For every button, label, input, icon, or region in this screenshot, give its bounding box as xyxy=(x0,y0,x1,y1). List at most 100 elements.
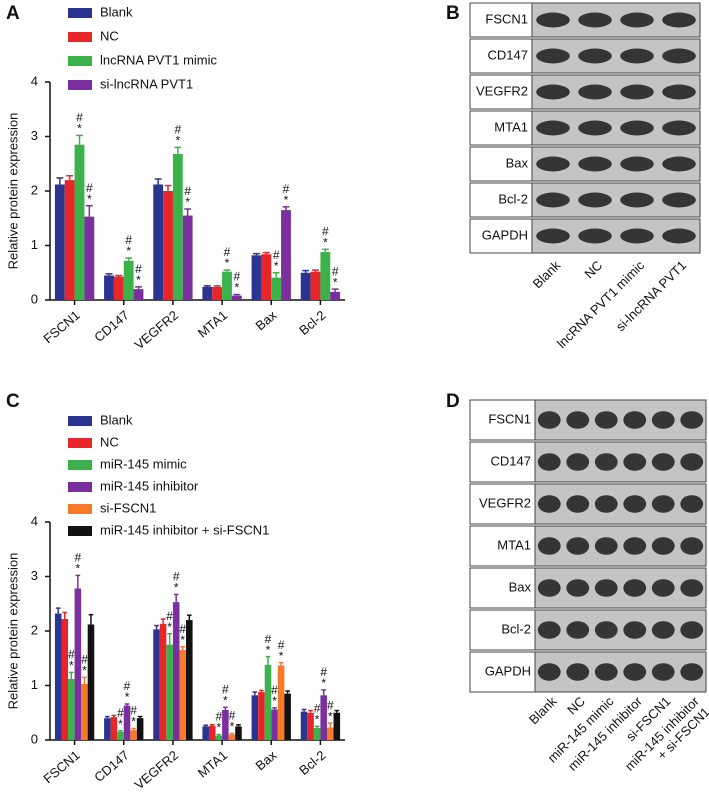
row-label-box xyxy=(469,567,536,609)
band xyxy=(662,84,696,100)
bar xyxy=(133,289,144,300)
band xyxy=(662,228,696,244)
band xyxy=(680,621,704,639)
significance-mark: * xyxy=(174,581,179,595)
band xyxy=(662,48,696,64)
legend-swatch xyxy=(68,416,92,426)
band xyxy=(651,663,675,681)
band xyxy=(620,48,654,64)
significance-mark: * xyxy=(185,195,190,209)
bar xyxy=(258,692,265,740)
bar xyxy=(222,271,232,300)
row-label: MTA1 xyxy=(494,119,528,134)
significance-mark: # xyxy=(76,111,83,125)
x-tick-label: VEGFR2 xyxy=(132,307,181,352)
band xyxy=(623,579,647,597)
significance-mark: # xyxy=(166,609,173,623)
band xyxy=(566,453,590,471)
bar xyxy=(104,718,111,740)
y-tick-label: 3 xyxy=(31,568,38,583)
significance-mark: # xyxy=(314,702,321,716)
band xyxy=(651,495,675,513)
significance-mark: * xyxy=(315,713,320,727)
x-tick-label: Bcl-2 xyxy=(296,307,328,338)
significance-mark: # xyxy=(75,551,82,565)
row-label: CD147 xyxy=(488,47,528,62)
bar xyxy=(251,695,259,740)
band xyxy=(620,120,654,136)
significance-mark: * xyxy=(333,275,338,289)
bar xyxy=(284,693,291,740)
significance-mark: # xyxy=(222,682,229,696)
significance-mark: * xyxy=(180,633,185,647)
band xyxy=(651,621,675,639)
legend-swatch xyxy=(68,460,92,470)
bar xyxy=(271,277,282,300)
band xyxy=(536,192,570,208)
bar xyxy=(159,623,167,740)
legend-swatch xyxy=(68,32,92,42)
bar xyxy=(202,286,213,300)
y-tick-label: 0 xyxy=(31,291,38,306)
bar xyxy=(74,588,82,740)
significance-mark: * xyxy=(216,721,221,735)
row-label-box xyxy=(469,2,533,38)
bar xyxy=(231,295,242,300)
band xyxy=(578,156,612,172)
band xyxy=(537,663,561,681)
band xyxy=(623,453,647,471)
bar xyxy=(54,613,62,740)
bar xyxy=(222,710,229,740)
x-tick-label: CD147 xyxy=(91,307,132,345)
bar xyxy=(264,664,272,740)
legend-label: miR-145 inhibitor + si-FSCN1 xyxy=(100,522,269,537)
legend-swatch xyxy=(68,56,92,66)
band xyxy=(536,228,570,244)
y-tick-label: 4 xyxy=(31,73,38,88)
band xyxy=(537,453,561,471)
band xyxy=(537,621,561,639)
significance-mark: # xyxy=(125,233,132,247)
bar xyxy=(136,718,144,740)
y-tick-label: 3 xyxy=(31,128,38,143)
legend-label: Blank xyxy=(100,4,133,19)
band xyxy=(680,579,704,597)
bar xyxy=(130,730,137,740)
band xyxy=(536,156,570,172)
band xyxy=(536,84,570,100)
row-label: Bax xyxy=(506,155,529,170)
significance-mark: * xyxy=(69,659,74,673)
band xyxy=(578,12,612,28)
band xyxy=(594,495,618,513)
bar xyxy=(261,254,272,300)
panel-letter: B xyxy=(446,3,460,24)
band xyxy=(594,621,618,639)
significance-mark: # xyxy=(173,570,180,584)
significance-mark: * xyxy=(167,620,172,634)
band xyxy=(620,12,654,28)
blot-strip xyxy=(534,441,707,483)
significance-mark: # xyxy=(229,709,236,723)
y-axis-label: Relative protein expression xyxy=(5,553,20,710)
significance-mark: * xyxy=(328,709,333,723)
significance-mark: * xyxy=(131,715,136,729)
band xyxy=(566,537,590,555)
row-label-box xyxy=(469,399,536,441)
band xyxy=(594,411,618,429)
row-label: VEGFR2 xyxy=(476,83,528,98)
bar xyxy=(84,216,95,300)
legend-label: si-FSCN1 xyxy=(100,500,156,515)
bar xyxy=(61,619,69,740)
bar xyxy=(235,726,242,740)
bar xyxy=(310,271,321,300)
legend-swatch xyxy=(68,438,92,448)
band xyxy=(537,537,561,555)
significance-mark: # xyxy=(184,184,191,198)
significance-mark: * xyxy=(87,192,92,206)
lane-label-line: Blank xyxy=(526,694,560,728)
bar xyxy=(54,184,65,300)
y-tick-label: 2 xyxy=(31,622,38,637)
significance-mark: * xyxy=(279,649,284,663)
band xyxy=(537,495,561,513)
band xyxy=(566,579,590,597)
